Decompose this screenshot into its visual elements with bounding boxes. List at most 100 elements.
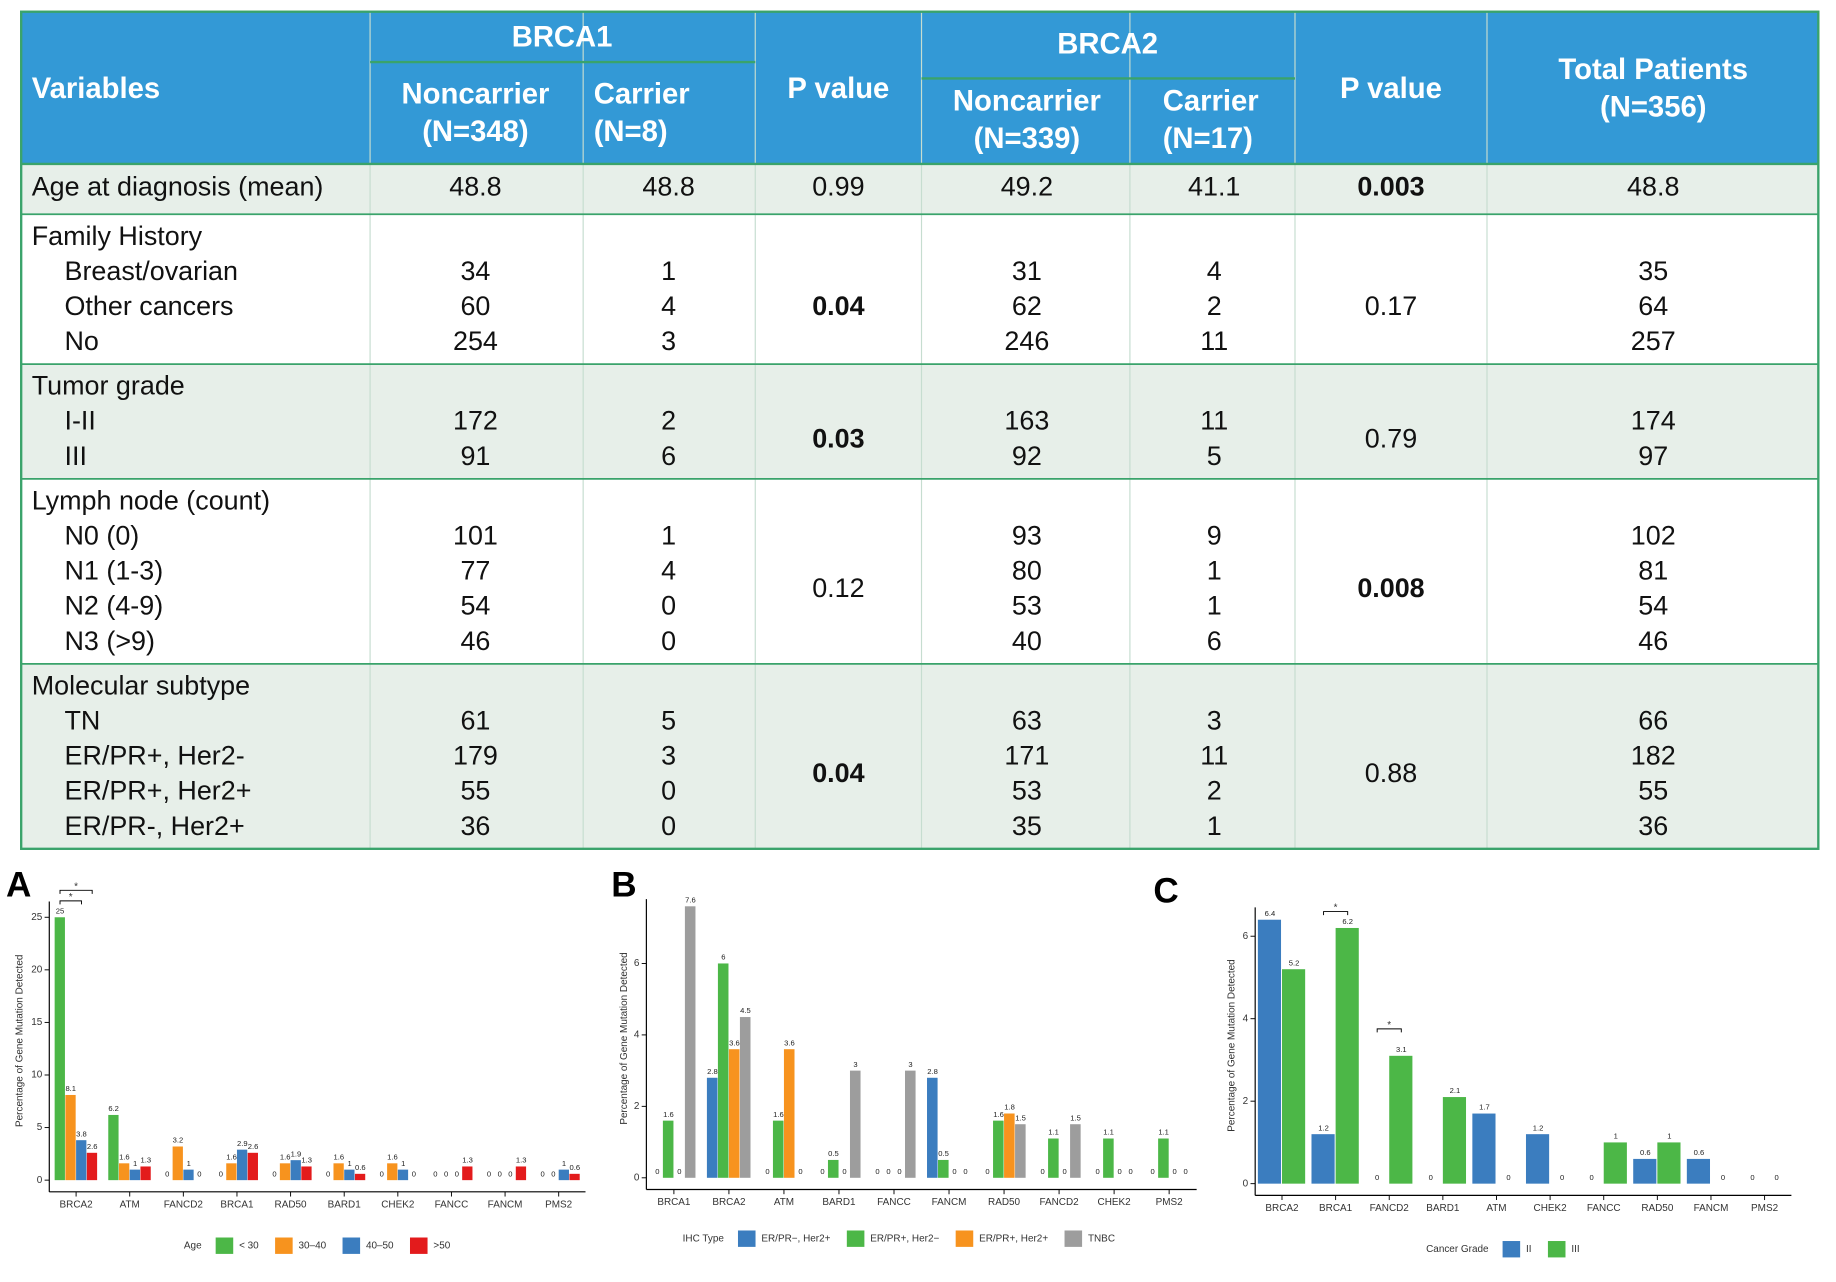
legend-label: TNBC — [1088, 1233, 1115, 1244]
cell: 1 — [1207, 556, 1222, 586]
y-tick-label: 0 — [634, 1172, 640, 1183]
bar — [1603, 1142, 1627, 1184]
legend-key — [846, 1230, 865, 1247]
x-tick-label: BRCA2 — [60, 1199, 94, 1210]
legend-label: ER/PR+, Her2+ — [979, 1233, 1048, 1244]
cell: 4 — [661, 556, 676, 586]
cell: 77 — [460, 556, 490, 586]
value-label: 1.5 — [1015, 1113, 1026, 1122]
x-tick-label: BRCA1 — [220, 1199, 254, 1210]
significance-bracket — [59, 900, 82, 905]
x-tick-label: CHEK2 — [1098, 1197, 1132, 1208]
bar — [684, 906, 696, 1178]
bar — [1389, 1055, 1413, 1184]
cell: 172 — [453, 406, 498, 436]
value-label: 0 — [455, 1169, 459, 1178]
legend-label: ER/PR+, Her2− — [870, 1233, 939, 1244]
value-label: 0 — [1721, 1173, 1725, 1182]
x-tick-label: BARD1 — [328, 1199, 362, 1210]
cell: 36 — [1638, 811, 1668, 841]
value-label: 0 — [1173, 1167, 1177, 1176]
cell: 34 — [460, 256, 490, 286]
legend-key — [955, 1230, 974, 1247]
p-value: 0.04 — [812, 758, 864, 788]
legend-key — [275, 1237, 293, 1254]
cell: 63 — [1012, 705, 1042, 735]
bar — [247, 1152, 258, 1181]
bar — [1158, 1138, 1169, 1178]
cell: 5 — [1207, 441, 1222, 471]
value-label: 0 — [875, 1167, 879, 1176]
x-tick-label: CHEK2 — [381, 1199, 415, 1210]
legend-label: 40–50 — [366, 1240, 394, 1251]
row-label: No — [65, 326, 99, 356]
group-bg — [21, 364, 1819, 479]
value-label: 1 — [347, 1159, 351, 1168]
group-bg — [21, 163, 1819, 215]
value-label: 1.6 — [280, 1152, 291, 1161]
value-label: 1.6 — [119, 1152, 130, 1161]
header-cell: (N=339) — [974, 123, 1081, 155]
value-label: 1 — [133, 1159, 137, 1168]
value-label: 2.8 — [927, 1067, 938, 1076]
bar — [236, 1149, 248, 1181]
value-label: 0 — [655, 1167, 659, 1176]
value-label: 1.2 — [1318, 1123, 1329, 1132]
header-cell: Carrier — [1163, 86, 1259, 118]
x-tick-label: ATM — [774, 1197, 794, 1208]
cell: 49.2 — [1001, 172, 1053, 202]
value-label: 1 — [1667, 1132, 1671, 1141]
header-cell: P value — [1340, 73, 1442, 105]
y-tick-label: 0 — [1243, 1178, 1249, 1189]
bar — [827, 1159, 839, 1178]
value-label: 1.3 — [516, 1156, 527, 1165]
x-tick-label: FANCM — [488, 1199, 523, 1210]
x-tick-label: PMS2 — [1751, 1203, 1779, 1214]
row-label: ER/PR+, Her2- — [65, 741, 245, 771]
value-label: 6.2 — [1342, 917, 1353, 926]
bar — [183, 1169, 194, 1181]
cell: 0 — [661, 811, 676, 841]
bar — [717, 963, 729, 1178]
bar — [772, 1120, 784, 1178]
legend-key — [409, 1237, 428, 1254]
row-label: I-II — [65, 406, 96, 436]
cell: 66 — [1638, 705, 1668, 735]
value-label: 0 — [952, 1167, 956, 1176]
cell: 102 — [1631, 520, 1676, 550]
x-tick-label: ATM — [1486, 1203, 1506, 1214]
bar — [783, 1049, 795, 1178]
x-tick-label: FANCD2 — [164, 1199, 204, 1210]
bar — [301, 1166, 312, 1181]
cell: 61 — [460, 705, 490, 735]
cell: 0 — [661, 776, 676, 806]
header-cell: Variables — [32, 73, 160, 105]
bar — [1070, 1124, 1081, 1178]
x-tick-label: FANCC — [877, 1197, 911, 1208]
legend-title: IHC Type — [683, 1233, 725, 1244]
value-label: 0 — [433, 1169, 437, 1178]
bar — [462, 1166, 473, 1181]
table-border — [20, 10, 1820, 850]
cell: 60 — [460, 291, 490, 321]
cell: 48.8 — [1627, 172, 1679, 202]
value-label: 0 — [886, 1167, 890, 1176]
value-label: 6.4 — [1265, 909, 1276, 918]
group-label: Tumor grade — [32, 371, 185, 401]
cell: 11 — [1200, 326, 1228, 356]
bar — [1686, 1158, 1711, 1184]
value-label: 2.6 — [87, 1142, 98, 1151]
bar — [1472, 1113, 1496, 1184]
panel-label: A — [6, 866, 31, 905]
bar — [558, 1169, 569, 1181]
value-label: 3.6 — [729, 1038, 740, 1047]
p-value: 0.79 — [1365, 423, 1417, 453]
bar — [706, 1077, 718, 1178]
value-label: 2.8 — [707, 1067, 718, 1076]
value-label: 1.6 — [773, 1110, 784, 1119]
cell: 40 — [1012, 626, 1042, 656]
header-cell: Total Patients — [1558, 54, 1748, 86]
legend-label: >50 — [433, 1240, 450, 1251]
value-label: 6.2 — [108, 1104, 119, 1113]
legend-key — [215, 1237, 234, 1254]
